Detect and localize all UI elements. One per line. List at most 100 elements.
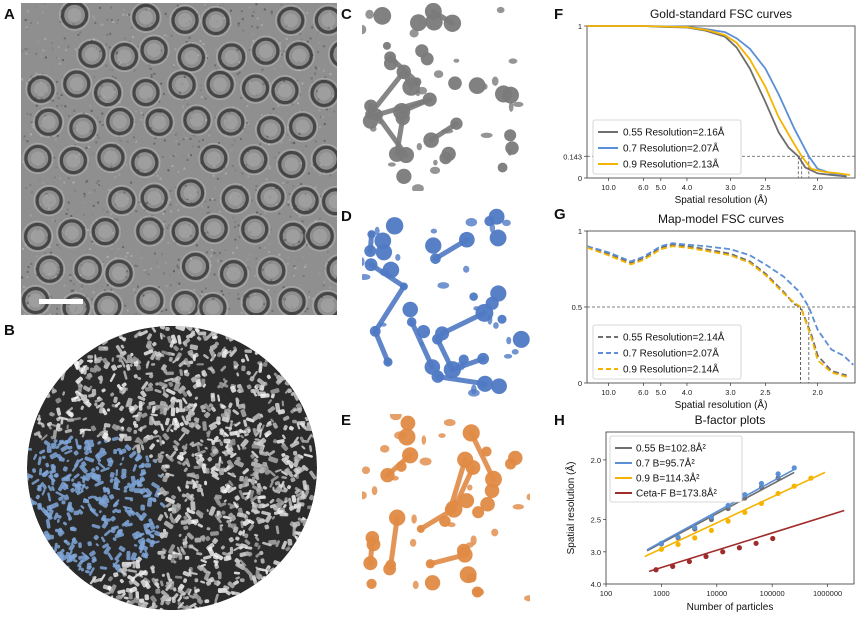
density-blob [240,612,245,616]
data-point [758,500,765,507]
chart-title: Gold-standard FSC curves [650,7,792,21]
density-blob [52,593,56,597]
density-blob [71,537,76,545]
noise-speck [249,254,252,257]
density-blob [297,375,307,383]
noise-speck [32,126,35,129]
density-blob [123,485,129,490]
particle [175,177,207,209]
noise-speck [101,285,104,288]
noise-speck [200,19,203,22]
noise-speck [302,149,305,152]
density-blob [33,431,41,436]
noise-speck [149,127,152,130]
noise-speck [134,139,137,142]
noise-speck [56,273,59,276]
noise-speck [317,41,320,44]
density-blob [124,522,130,527]
density-blob [226,519,232,527]
noise-speck [283,230,286,233]
density-svg-orange [362,414,530,602]
particle [217,258,250,290]
density-node [366,578,377,589]
density-blob [41,423,45,428]
density-blob [210,466,217,472]
noise-speck [273,156,276,159]
noise-speck [315,67,318,70]
noise-speck [92,9,95,12]
noise-speck [252,10,255,13]
density-blob [213,580,218,585]
x-tick-label: 6.0 [638,388,648,397]
noise-speck [114,147,117,150]
particle [276,148,308,181]
density-blob [173,514,182,523]
density-blob [391,475,399,481]
noise-speck [314,186,317,189]
noise-speck [153,72,156,75]
density-blob [491,76,499,86]
density-blob [175,503,182,508]
density-blob [29,593,36,600]
density-blob [37,357,45,365]
noise-speck [48,207,51,210]
noise-speck [237,224,240,227]
noise-speck [126,140,129,143]
noise-speck [27,305,30,308]
density-node [457,547,473,563]
micrograph-image [21,3,337,315]
density-blob [151,482,160,490]
density-blob [173,381,181,392]
density-blob [195,423,201,430]
density-blob [75,610,80,616]
noise-speck [202,42,205,45]
noise-speck [74,48,77,51]
noise-speck [134,264,137,267]
density-blob [68,543,75,551]
density-blob [144,463,151,468]
noise-speck [212,174,215,177]
density-blob [206,606,211,610]
density-blob [309,364,315,372]
noise-speck [277,39,280,42]
particle [287,111,319,143]
density-blob [249,490,255,499]
density-node [504,129,517,142]
density-blob [112,508,118,514]
legend-entry: 0.7 B=95.7Å² [636,457,695,470]
density-blob [290,557,296,563]
density-blob [415,89,421,97]
noise-speck [110,18,113,21]
density-blob [196,363,204,366]
density-blob [284,338,292,345]
density-blob [116,384,124,392]
noise-speck [126,309,129,312]
density-blob [202,383,207,388]
density-blob [419,342,424,347]
density-blob [168,381,174,387]
noise-speck [283,79,286,82]
density-blob [224,408,231,412]
density-blob [35,598,40,606]
plot-frame [605,431,855,585]
noise-speck [27,47,30,50]
noise-speck [325,108,328,111]
noise-speck [160,82,163,85]
noise-speck [109,34,112,37]
density-blob [230,420,234,423]
density-blob [112,499,120,508]
noise-speck [85,147,88,150]
density-blob [139,544,145,554]
density-blob [301,557,311,561]
noise-speck [159,177,162,180]
density-blob [268,470,276,477]
density-blob [78,542,82,548]
data-point [692,535,698,541]
noise-speck [42,49,45,52]
density-blob [243,419,248,427]
density-blob [53,438,58,443]
density-blob [239,429,247,434]
noise-speck [88,248,91,251]
noise-speck [61,292,64,295]
noise-speck [139,108,142,111]
